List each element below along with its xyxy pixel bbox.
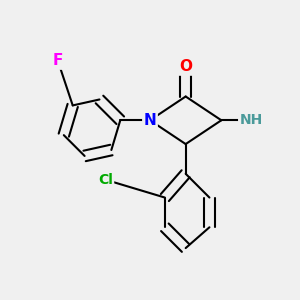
Text: Cl: Cl — [98, 173, 113, 187]
Text: N: N — [144, 113, 156, 128]
Text: O: O — [179, 59, 192, 74]
Text: NH: NH — [239, 113, 263, 127]
Text: F: F — [53, 53, 63, 68]
